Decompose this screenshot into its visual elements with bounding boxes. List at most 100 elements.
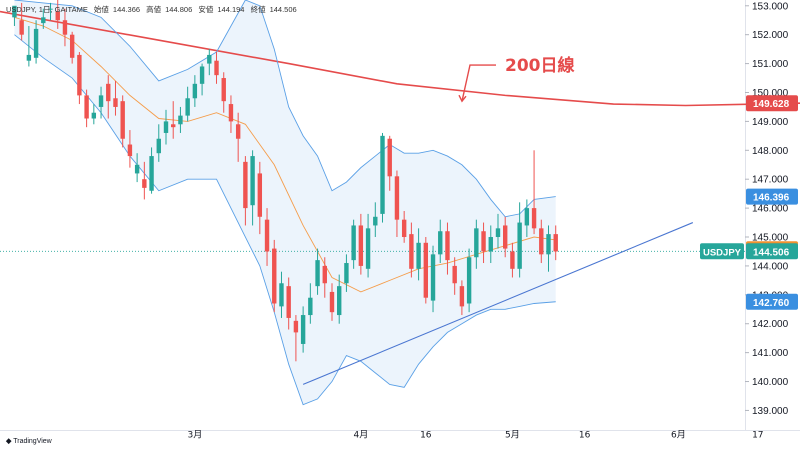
candle-body bbox=[41, 17, 46, 24]
candle-body bbox=[199, 66, 205, 84]
candle-body bbox=[488, 237, 493, 252]
candle-body bbox=[228, 104, 234, 122]
candle-body bbox=[423, 242, 429, 298]
candle-body bbox=[185, 98, 190, 116]
y-tick-label: 153.000 bbox=[752, 1, 789, 12]
y-tick-label: 149.000 bbox=[752, 117, 789, 128]
candle-body bbox=[373, 216, 378, 226]
series-trendline bbox=[302, 222, 694, 385]
candle-body bbox=[171, 124, 176, 128]
candle-body bbox=[524, 208, 530, 226]
candle-body bbox=[510, 251, 515, 269]
x-tick-label: 16 bbox=[579, 431, 591, 441]
candle-body bbox=[445, 231, 450, 261]
candle-body bbox=[351, 225, 356, 261]
candle-body bbox=[243, 161, 248, 209]
candle-body bbox=[62, 20, 68, 35]
candle-body bbox=[380, 135, 385, 214]
y-tick-label: 150.000 bbox=[752, 88, 789, 99]
tradingview-logo[interactable]: ◆ TradingView bbox=[6, 437, 52, 445]
candle-body bbox=[235, 124, 241, 139]
candle-body bbox=[387, 138, 392, 177]
candle-body bbox=[279, 283, 284, 307]
candle-body bbox=[214, 60, 219, 76]
price-label-box bbox=[746, 243, 798, 260]
candle-body bbox=[531, 208, 537, 229]
candle-body bbox=[300, 315, 306, 344]
candle-body bbox=[19, 20, 24, 35]
y-tick-label: 146.000 bbox=[752, 204, 789, 215]
candle-body bbox=[98, 95, 104, 107]
candle-body bbox=[553, 234, 558, 252]
candle-body bbox=[257, 173, 263, 217]
open-value: 144.366 bbox=[112, 5, 141, 14]
candle-body bbox=[250, 156, 255, 206]
candle-body bbox=[481, 231, 486, 252]
ohlc-header: USDJPY, 1日, GAITAME 始値 144.366 高値 144.806 … bbox=[6, 4, 301, 15]
y-tick-label: 148.000 bbox=[752, 146, 789, 157]
candle-body bbox=[466, 257, 472, 304]
high-label: 高値 bbox=[146, 5, 162, 14]
x-tick-label: 3月 bbox=[187, 430, 202, 441]
candle-body bbox=[322, 265, 327, 284]
high-value: 144.806 bbox=[165, 5, 193, 14]
annotation-arrowhead bbox=[458, 94, 467, 103]
y-tick-label: 144.000 bbox=[752, 261, 789, 272]
candle-body bbox=[12, 5, 17, 18]
series-bb-lower bbox=[14, 34, 556, 406]
y-tick-label: 151.000 bbox=[752, 59, 789, 70]
candle-body bbox=[178, 115, 183, 125]
candle-body bbox=[127, 144, 133, 157]
candle-body bbox=[358, 225, 364, 266]
annotation-200-day-line: 200日線 bbox=[505, 55, 575, 76]
candle-body bbox=[48, 8, 53, 10]
candle-body bbox=[113, 98, 118, 107]
candle-body bbox=[337, 286, 342, 316]
candle-body bbox=[401, 219, 407, 238]
close-value: 144.506 bbox=[269, 5, 297, 14]
candle-body bbox=[142, 179, 147, 188]
candle-body bbox=[344, 263, 349, 284]
candle-body bbox=[91, 112, 97, 119]
candle-body bbox=[409, 234, 414, 269]
y-tick-label: 142.000 bbox=[752, 319, 789, 330]
candle-body bbox=[546, 234, 551, 255]
candle-body bbox=[517, 222, 522, 269]
candle-body bbox=[495, 228, 501, 238]
candle-body bbox=[163, 121, 169, 133]
candle-body bbox=[329, 291, 335, 313]
candle-body bbox=[26, 54, 32, 61]
x-tick-label: 16 bbox=[420, 431, 432, 441]
brand-label: TradingView bbox=[13, 438, 52, 445]
price-label-box bbox=[746, 95, 798, 112]
y-tick-label: 140.000 bbox=[752, 377, 789, 388]
candle-body bbox=[149, 156, 154, 191]
y-tick-label: 139.000 bbox=[752, 406, 789, 417]
y-tick-label: 147.000 bbox=[752, 175, 789, 186]
candle-body bbox=[134, 164, 140, 174]
price-label-box bbox=[746, 188, 798, 205]
tradingview-mark-icon: ◆ bbox=[6, 438, 12, 445]
annotation-arrow bbox=[461, 64, 496, 102]
low-label: 安値 bbox=[198, 5, 214, 14]
candle-body bbox=[438, 231, 443, 255]
candle-body bbox=[156, 138, 161, 154]
y-tick-label: 141.000 bbox=[752, 348, 789, 359]
open-label: 始値 bbox=[93, 5, 109, 14]
series-ma20 bbox=[14, 16, 556, 293]
price-label: 149.628 bbox=[753, 99, 790, 110]
low-value: 144.194 bbox=[217, 5, 245, 14]
candle-body bbox=[84, 95, 89, 119]
x-tick-label: 4月 bbox=[353, 430, 368, 441]
y-tick-label: 152.000 bbox=[752, 30, 789, 41]
symbol-tag bbox=[700, 243, 744, 260]
x-tick-label: 6月 bbox=[671, 430, 686, 441]
candle-body bbox=[192, 83, 198, 99]
candle-body bbox=[221, 78, 226, 102]
symbol-label: USDJPY, 1日, GAITAME bbox=[6, 5, 88, 14]
price-label-box bbox=[746, 293, 798, 310]
x-tick-label: 5月 bbox=[505, 430, 520, 441]
price-label: 146.396 bbox=[753, 193, 790, 204]
candle-body bbox=[365, 228, 371, 269]
